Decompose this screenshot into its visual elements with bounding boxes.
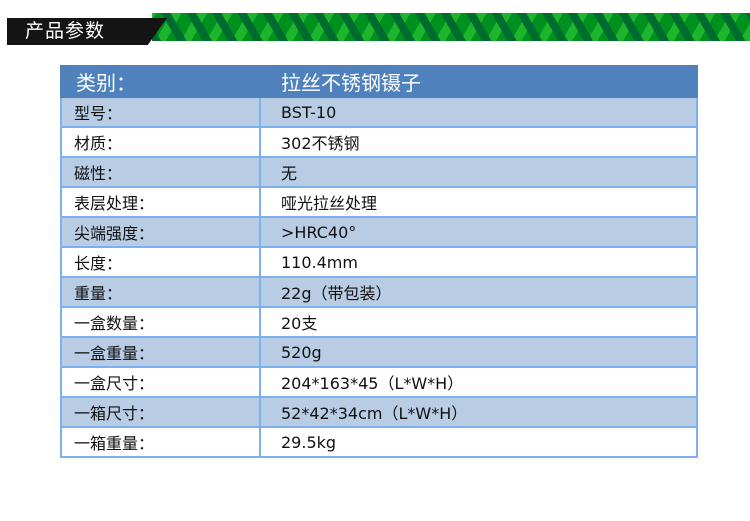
spec-label: 长度： [60,246,261,278]
table-row: 材质： 302不锈钢 [60,126,698,158]
spec-value: 22g（带包装） [259,276,698,308]
spec-label: 一盒尺寸： [60,366,261,398]
table-row: 长度： 110.4mm [60,246,698,278]
table-row: 一盒尺寸： 204*163*45（L*W*H） [60,366,698,398]
spec-value: 302不锈钢 [259,126,698,158]
table-row: 表层处理： 哑光拉丝处理 [60,186,698,218]
spec-value: 20支 [259,306,698,338]
decorative-pattern-banner [152,13,750,41]
table-row: 尖端强度： >HRC40° [60,216,698,248]
table-row: 磁性：无 [60,156,698,188]
table-header-row: 类别： 拉丝不锈钢镊子 [60,65,698,98]
spec-label: 表层处理： [60,186,261,218]
table-row: 一盒数量： 20支 [60,306,698,338]
table-row: 重量： 22g（带包装） [60,276,698,308]
spec-value: BST-10 [259,96,698,128]
section-title: 产品参数 [7,18,167,45]
table-row: 一盒重量： 520g [60,336,698,368]
spec-label: 一盒重量： [60,336,261,368]
spec-value: 哑光拉丝处理 [259,186,698,218]
spec-label: 一盒数量： [60,306,261,338]
spec-value: 29.5kg [259,426,698,458]
table-row: 一箱重量： 29.5kg [60,426,698,458]
spec-value: 无 [259,156,698,188]
spec-label: 型号： [60,96,261,128]
header-label: 类别： [60,65,261,98]
spec-value: >HRC40° [259,216,698,248]
spec-label: 磁性： [60,156,261,188]
spec-table: 类别： 拉丝不锈钢镊子 型号： BST-10 材质： 302不锈钢 磁性：无表层处理：哑… [60,65,698,458]
spec-value: 520g [259,336,698,368]
header-value: 拉丝不锈钢镊子 [259,65,698,98]
table-row: 一箱尺寸： 52*42*34cm（L*W*H） [60,396,698,428]
table-row: 型号： BST-10 [60,96,698,128]
spec-value: 110.4mm [259,246,698,278]
spec-label: 尖端强度： [60,216,261,248]
spec-label: 重量： [60,276,261,308]
spec-label: 材质： [60,126,261,158]
spec-value: 204*163*45（L*W*H） [259,366,698,398]
spec-label: 一箱尺寸： [60,396,261,428]
spec-label: 一箱重量： [60,426,261,458]
spec-value: 52*42*34cm（L*W*H） [259,396,698,428]
